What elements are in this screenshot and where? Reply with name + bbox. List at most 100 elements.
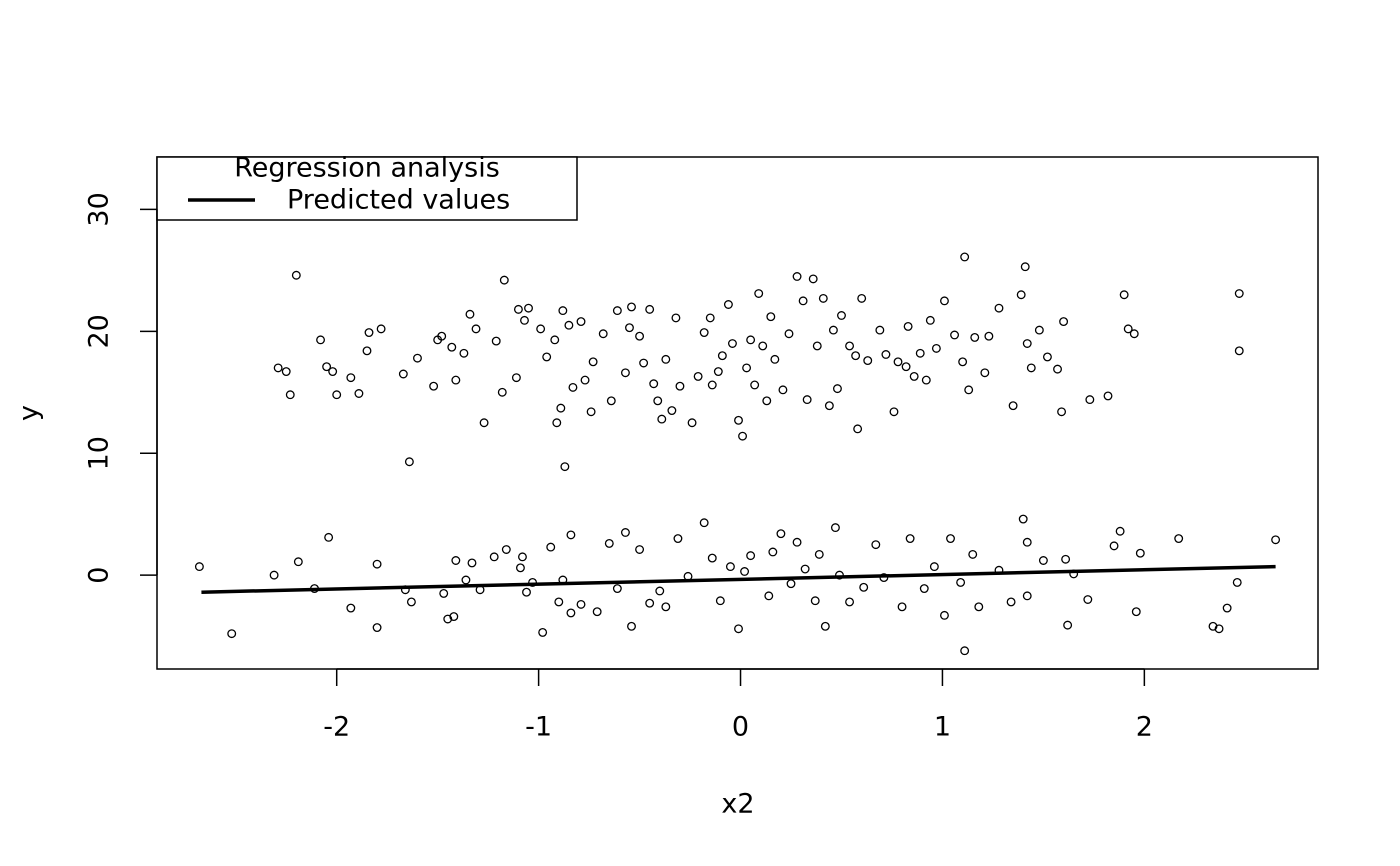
point: [269, 570, 279, 580]
point: [1222, 603, 1232, 613]
point: [627, 302, 636, 312]
point: [1063, 620, 1073, 630]
point: [1057, 407, 1067, 417]
point: [328, 367, 338, 377]
point: [372, 559, 382, 569]
point: [931, 343, 941, 353]
point: [980, 368, 990, 378]
point: [778, 385, 788, 395]
point: [740, 567, 750, 576]
point: [1135, 548, 1145, 558]
point: [871, 540, 881, 550]
point: [960, 252, 970, 262]
y-tick-label: 10: [84, 436, 115, 470]
point: [1208, 621, 1218, 631]
point: [499, 275, 509, 285]
point: [566, 530, 576, 540]
point: [285, 390, 295, 400]
point: [586, 407, 596, 417]
point: [491, 336, 501, 346]
point: [723, 300, 733, 309]
point: [1061, 554, 1071, 564]
point: [429, 381, 439, 391]
point: [293, 557, 303, 567]
point: [322, 362, 332, 372]
point: [592, 607, 602, 617]
point: [511, 373, 521, 383]
point: [1129, 329, 1139, 339]
point: [1103, 391, 1113, 401]
point: [798, 296, 808, 306]
point: [513, 304, 523, 314]
point: [776, 529, 786, 539]
point: [746, 335, 756, 345]
point: [728, 339, 737, 348]
point: [968, 549, 978, 559]
point: [564, 320, 574, 330]
point: [354, 389, 364, 398]
point: [362, 346, 372, 356]
point: [439, 588, 449, 598]
point: [915, 348, 925, 358]
point: [1034, 325, 1044, 335]
point: [598, 329, 608, 339]
legend-title: Regression analysis: [234, 153, 500, 184]
point: [768, 547, 778, 557]
point: [699, 518, 709, 528]
point: [627, 621, 636, 631]
point: [974, 602, 984, 612]
point: [558, 306, 568, 316]
point: [715, 596, 725, 606]
legend: Regression analysis Predicted values: [156, 153, 578, 221]
point: [518, 552, 527, 562]
point: [520, 315, 529, 325]
point: [940, 610, 949, 620]
point: [845, 341, 855, 351]
point: [576, 317, 586, 327]
point: [635, 331, 645, 341]
point: [568, 382, 578, 392]
point: [845, 597, 855, 607]
point: [746, 551, 756, 561]
point: [661, 602, 671, 612]
point: [645, 304, 655, 314]
point: [994, 303, 1004, 313]
point: [604, 538, 614, 548]
point: [194, 562, 204, 572]
point: [404, 457, 414, 467]
y-tick-label: 30: [84, 192, 115, 226]
point: [1131, 607, 1141, 617]
point: [875, 325, 885, 335]
point: [661, 354, 671, 364]
point: [653, 396, 663, 406]
regression-line: [201, 564, 1276, 594]
plot-frame: [156, 156, 1319, 670]
point: [1123, 324, 1133, 334]
point: [635, 545, 645, 554]
point: [606, 396, 616, 406]
point: [560, 462, 570, 472]
point: [964, 385, 974, 395]
legend-label: Predicted values: [287, 185, 510, 216]
point: [522, 587, 531, 597]
point: [332, 390, 342, 400]
point: [316, 335, 325, 345]
point: [835, 570, 844, 580]
point: [812, 341, 822, 351]
point: [667, 406, 677, 416]
point: [1059, 317, 1069, 327]
point: [538, 627, 548, 637]
point: [820, 621, 830, 631]
point: [588, 357, 598, 367]
point: [612, 584, 622, 593]
point: [227, 629, 237, 639]
point: [620, 528, 630, 537]
point: [346, 603, 356, 613]
point: [925, 315, 935, 325]
point: [750, 380, 760, 390]
point: [459, 348, 469, 358]
point: [451, 375, 461, 385]
point: [675, 381, 685, 391]
point: [649, 379, 659, 389]
point: [346, 373, 356, 383]
